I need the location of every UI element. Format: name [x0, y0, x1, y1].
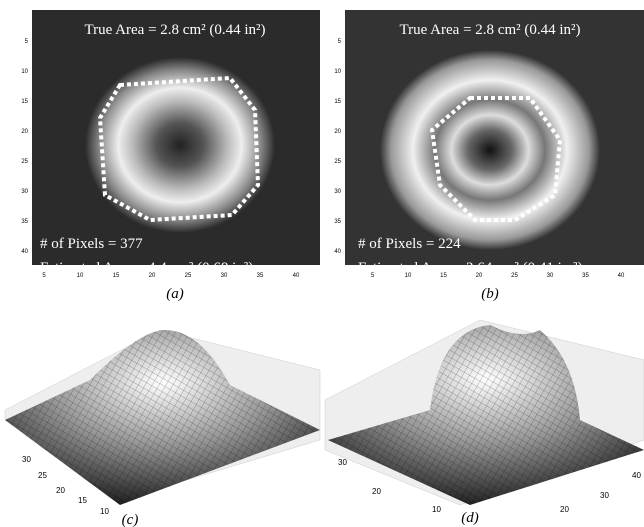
panel-label: (d) — [461, 510, 479, 526]
y-tick-label: 10 — [21, 69, 28, 75]
panel-c: (c) — [4, 329, 321, 527]
axis-tick-label: 25 — [38, 471, 47, 480]
x-tick-label: 20 — [476, 273, 483, 279]
y-tick-label: 30 — [21, 189, 28, 195]
y-tick-label: 10 — [334, 69, 341, 75]
contour — [429, 96, 563, 222]
panel-a: True Area = 2.8 cm² (0.44 in²) # of Pixe… — [32, 10, 320, 302]
axis-tick-label: 30 — [600, 491, 609, 500]
axis-tick-label: 10 — [100, 507, 109, 516]
panel-label: (c) — [122, 512, 139, 527]
ring — [85, 57, 275, 233]
x-tick-label: 40 — [293, 273, 300, 279]
x-tick-label: 5 — [42, 273, 46, 279]
y-tick-label: 5 — [25, 39, 29, 45]
x-tick-label: 25 — [511, 273, 518, 279]
true-area: True Area = 2.8 cm² (0.44 in²) — [399, 22, 580, 38]
y-tick-label: 20 — [21, 129, 28, 135]
y-tick-label: 30 — [334, 189, 341, 195]
x-tick-label: 20 — [149, 273, 156, 279]
estimated-area: Estimated Area = 4.4 cm² (0.68 in²) — [40, 260, 253, 276]
y-tick-label: 35 — [334, 219, 341, 225]
x-tick-label: 35 — [257, 273, 264, 279]
contour — [97, 75, 261, 223]
x-tick-label: 15 — [113, 273, 120, 279]
x-tick-label: 5 — [371, 273, 375, 279]
axis-tick-label: 30 — [338, 458, 347, 467]
x-tick-label: 10 — [405, 273, 412, 279]
x-tick-label: 25 — [185, 273, 192, 279]
pixel-count: # of Pixels = 224 — [358, 236, 461, 252]
axis-tick-label: 40 — [632, 471, 641, 480]
y-tick-label: 25 — [21, 159, 28, 165]
panel-label: (b) — [481, 286, 499, 302]
y-tick-label: 35 — [21, 219, 28, 225]
axis-tick-label: 20 — [372, 487, 381, 496]
axis-tick-label: 10 — [432, 505, 441, 514]
y-tick-label: 40 — [21, 249, 28, 255]
axis-tick-label: 30 — [22, 455, 31, 464]
panel-d: (d) — [324, 319, 644, 526]
y-tick-label: 15 — [334, 99, 341, 105]
x-tick-label: 15 — [440, 273, 447, 279]
x-tick-label: 30 — [221, 273, 228, 279]
y-tick-label: 25 — [334, 159, 341, 165]
y-tick-label: 5 — [338, 39, 342, 45]
pixel-count: # of Pixels = 377 — [40, 236, 143, 252]
true-area: True Area = 2.8 cm² (0.44 in²) — [84, 22, 265, 38]
panel-label: (a) — [166, 286, 184, 302]
panel-b: True Area = 2.8 cm² (0.44 in²) # of Pixe… — [345, 10, 644, 302]
y-tick-label: 40 — [334, 249, 341, 255]
y-tick-label: 15 — [21, 99, 28, 105]
x-tick-label: 10 — [77, 273, 84, 279]
axis-tick-label: 20 — [56, 486, 65, 495]
y-tick-label: 20 — [334, 129, 341, 135]
x-tick-label: 30 — [547, 273, 554, 279]
x-tick-label: 35 — [582, 273, 589, 279]
surface-mesh — [328, 325, 644, 505]
axis-tick-label: 15 — [78, 496, 87, 505]
axis-tick-label: 20 — [560, 505, 569, 514]
surface-mesh — [5, 330, 320, 505]
x-tick-label: 40 — [618, 273, 625, 279]
estimated-area: Estimated Area = 2.64 cm² (0.41 in.²) — [358, 260, 583, 276]
